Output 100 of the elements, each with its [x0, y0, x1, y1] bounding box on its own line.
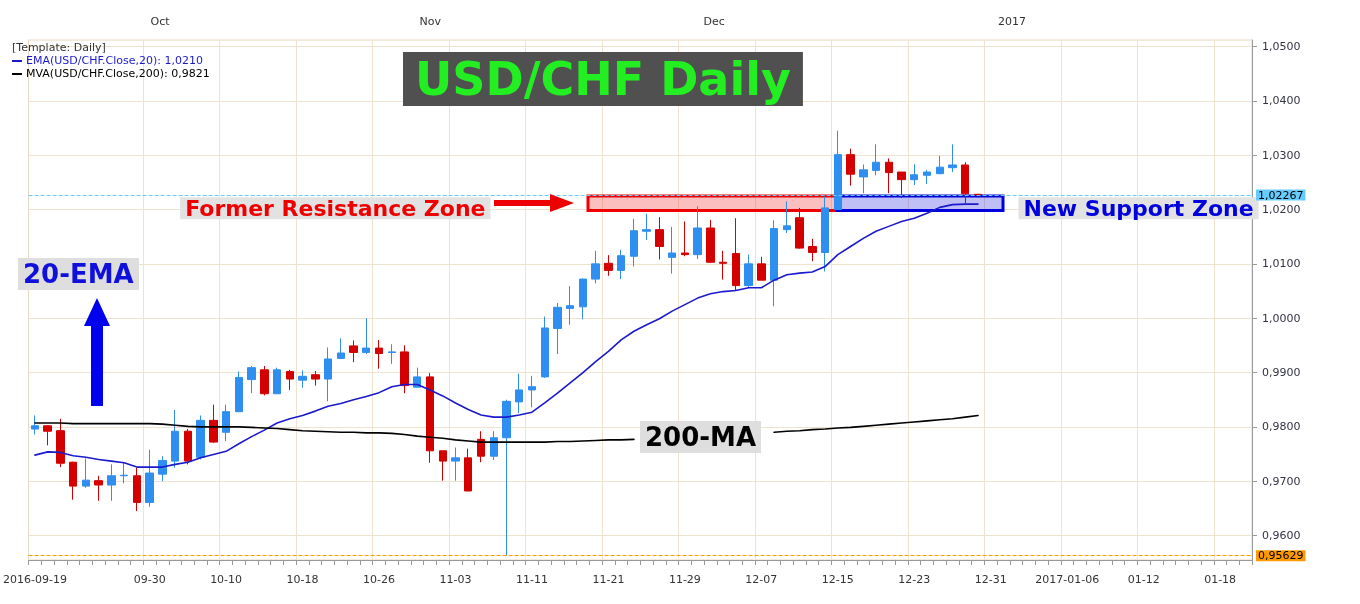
x-tick-label: 10-10 — [210, 573, 243, 586]
candlestick — [69, 461, 77, 501]
candlestick — [961, 161, 969, 204]
candlestick — [604, 254, 613, 277]
candlestick — [362, 317, 370, 355]
candlestick — [133, 467, 141, 512]
candlestick — [821, 195, 829, 272]
x-tick-label: 10-26 — [363, 573, 396, 586]
candlestick — [502, 399, 511, 557]
candlestick — [846, 148, 855, 187]
band-label: New Support Zone — [1023, 195, 1254, 221]
candlestick — [464, 448, 472, 492]
x-tick-label: 01-12 — [1127, 573, 1160, 586]
text: Oct — [150, 15, 170, 28]
annotation: [Template: Daily] — [12, 41, 106, 54]
candlestick — [668, 226, 676, 275]
candlestick — [834, 130, 842, 211]
candlestick — [885, 157, 893, 194]
candlestick — [732, 217, 740, 291]
y-tick-label: 0,9600 — [1262, 529, 1301, 543]
candlestick — [82, 457, 90, 489]
y-tick-label: 0,9900 — [1262, 366, 1301, 380]
legend-label: EMA(USD/CHF.Close,20): 1,0210 — [26, 54, 203, 67]
candlestick — [617, 249, 625, 280]
y-tick-label: 0,9700 — [1262, 474, 1301, 488]
candlestick — [94, 475, 103, 502]
legend-label: MVA(USD/CHF.Close,200): 0,9821 — [26, 67, 210, 80]
y-tick-label: 0,9800 — [1262, 420, 1301, 434]
candlestick — [324, 347, 332, 402]
x-tick-label: 11-03 — [439, 573, 472, 586]
candlestick — [426, 372, 434, 464]
candlestick — [184, 428, 192, 465]
candlestick — [375, 339, 383, 370]
candlestick — [107, 463, 116, 502]
candlestick — [923, 169, 931, 185]
candlestick — [43, 424, 52, 446]
candlestick — [56, 418, 65, 468]
candlestick — [260, 365, 269, 396]
candlestick — [298, 369, 307, 389]
candlestick — [872, 143, 880, 176]
candlestick — [349, 339, 358, 363]
candlestick — [706, 219, 715, 264]
candlestick — [439, 450, 447, 482]
candlestick — [693, 205, 702, 260]
y-tick-label: 1,0100 — [1262, 257, 1301, 271]
candlestick — [247, 365, 256, 394]
x-tick-label: 11-11 — [515, 573, 548, 586]
text: Nov — [419, 15, 441, 28]
candlestick — [31, 414, 39, 435]
candlestick — [783, 200, 791, 234]
candlestick — [808, 238, 817, 262]
candlestick — [196, 414, 205, 460]
candlestick — [566, 285, 574, 326]
candlestick — [541, 316, 549, 379]
candlestick — [273, 367, 281, 395]
candlestick — [235, 370, 243, 413]
candlestick — [490, 430, 498, 461]
candlestick — [655, 216, 664, 261]
ref-line-label: 1,02267 — [1258, 188, 1304, 202]
y-tick-label: 1,0300 — [1262, 148, 1301, 162]
candlestick — [528, 375, 536, 408]
x-tick-label: 12-23 — [898, 573, 931, 586]
candlestick — [681, 220, 689, 257]
candlestick — [579, 278, 587, 320]
candlestick — [897, 171, 906, 199]
x-tick-label: 10-18 — [286, 573, 319, 586]
candlestick — [337, 337, 345, 360]
candlestick — [744, 254, 753, 289]
text: Dec — [703, 15, 725, 28]
annotation: 200-MA — [640, 421, 762, 453]
candlestick — [719, 250, 727, 281]
candlestick — [209, 404, 218, 444]
candlestick — [286, 369, 294, 391]
candlestick — [642, 213, 651, 241]
candlestick — [630, 218, 638, 268]
x-tick-label: 01-18 — [1204, 573, 1237, 586]
x-tick-label: 12-31 — [974, 573, 1007, 586]
candlestick — [859, 163, 868, 194]
y-tick-label: 1,0000 — [1262, 311, 1301, 325]
x-tick-label: 09-30 — [133, 573, 166, 586]
chart-title: USD/CHF Daily — [415, 52, 791, 106]
candlestick — [757, 256, 766, 281]
x-tick-label: 2016-09-19 — [2, 573, 67, 586]
candlestick — [770, 219, 778, 307]
candlestick — [591, 250, 600, 284]
candlestick — [120, 461, 128, 484]
x-tick-label: 11-21 — [592, 573, 625, 586]
annotation: 20-EMA — [18, 258, 139, 290]
x-tick-label: 2017-01-06 — [1035, 573, 1100, 586]
candlestick — [553, 302, 562, 355]
candlestick — [171, 409, 179, 469]
y-tick-label: 1,0200 — [1262, 203, 1301, 217]
candlestick — [795, 207, 804, 250]
x-tick-label: 12-07 — [745, 573, 778, 586]
candlestick — [515, 373, 523, 414]
candlestick — [948, 143, 957, 173]
y-tick-label: 1,0400 — [1262, 94, 1301, 108]
candlestick — [400, 344, 409, 394]
candlestick — [222, 404, 230, 442]
ref-line-label: 0,95629 — [1258, 549, 1304, 563]
